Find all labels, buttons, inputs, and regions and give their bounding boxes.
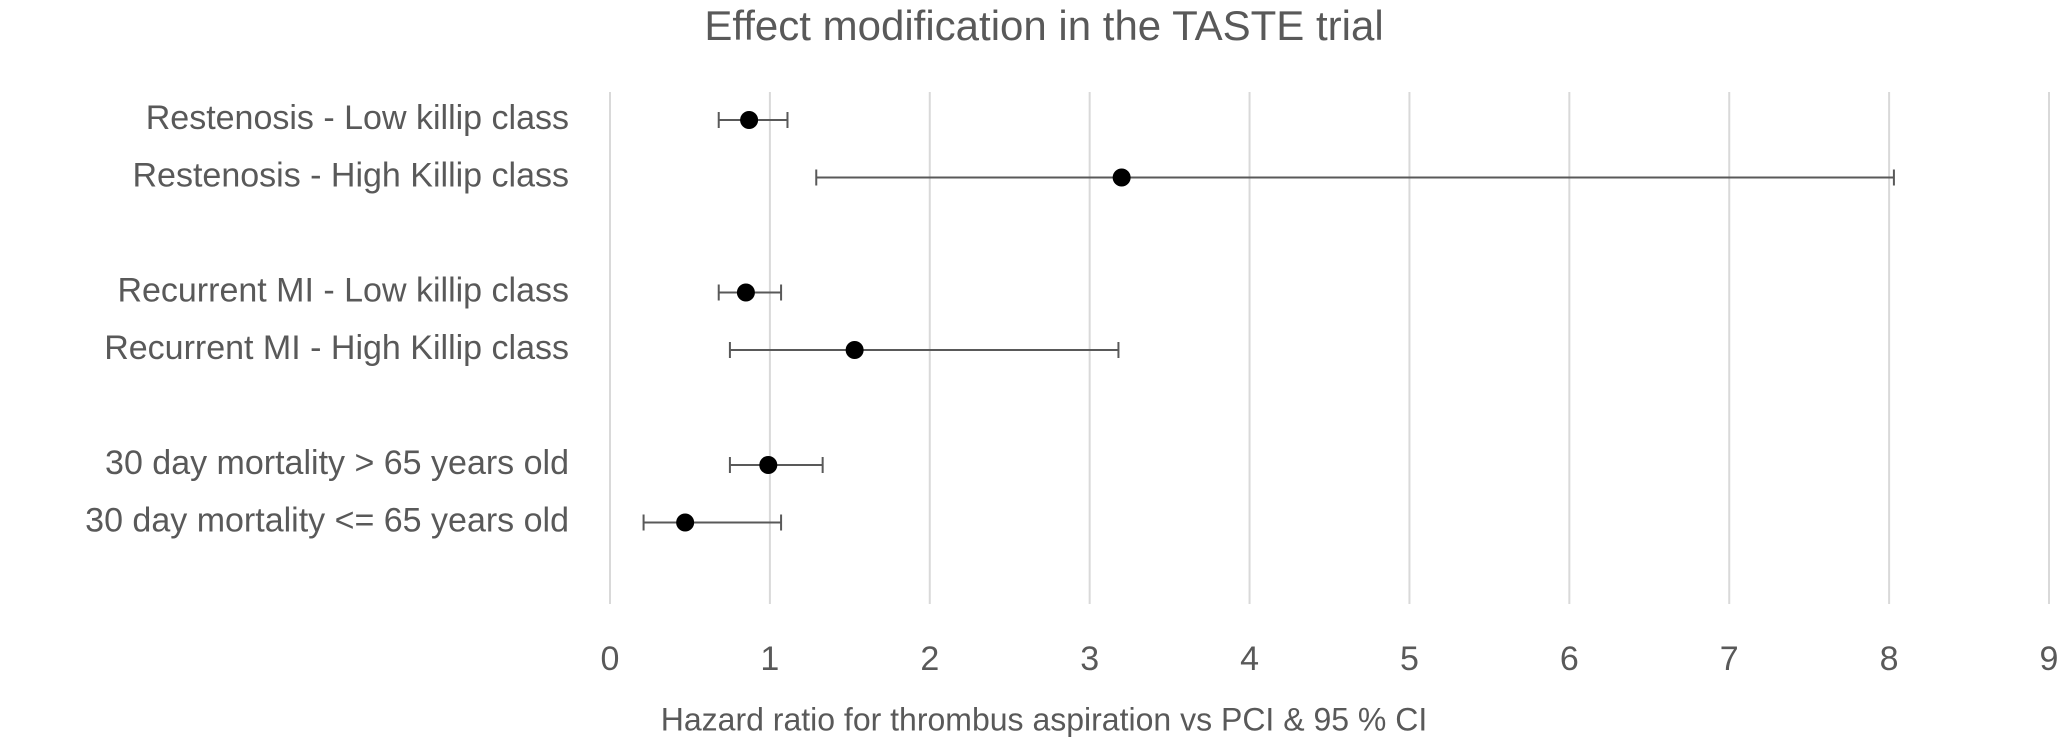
point: [1112, 168, 1131, 187]
x-tick-label: 0: [601, 640, 620, 678]
x-tick-label: 9: [2040, 640, 2059, 678]
x-tick-label: 6: [1560, 640, 1579, 678]
x-tick-label: 8: [1880, 640, 1899, 678]
y-tick-label: 30 day mortality > 65 years old: [105, 444, 569, 482]
point: [845, 341, 864, 359]
x-tick-label: 5: [1400, 640, 1419, 678]
x-tick-label: 3: [1080, 640, 1099, 678]
x-tick-label: 4: [1240, 640, 1259, 678]
point: [676, 513, 695, 532]
x-tick-label: 1: [760, 640, 779, 678]
chart-title: Effect modification in the TASTE trial: [704, 2, 1383, 49]
x-tick-label: 2: [920, 640, 939, 678]
y-tick-label: 30 day mortality <= 65 years old: [85, 501, 569, 539]
x-tick-label: 7: [1720, 640, 1739, 678]
point: [740, 111, 759, 129]
y-tick-label: Recurrent MI - High Killip class: [104, 329, 569, 367]
y-tick-label: Recurrent MI - Low killip class: [117, 271, 569, 309]
point: [759, 456, 778, 474]
y-tick-label: Restenosis - High Killip class: [133, 156, 570, 194]
point: [736, 283, 755, 302]
x-axis-title: Hazard ratio for thrombus aspiration vs …: [661, 701, 1428, 737]
y-tick-label: Restenosis - Low killip class: [146, 99, 569, 137]
